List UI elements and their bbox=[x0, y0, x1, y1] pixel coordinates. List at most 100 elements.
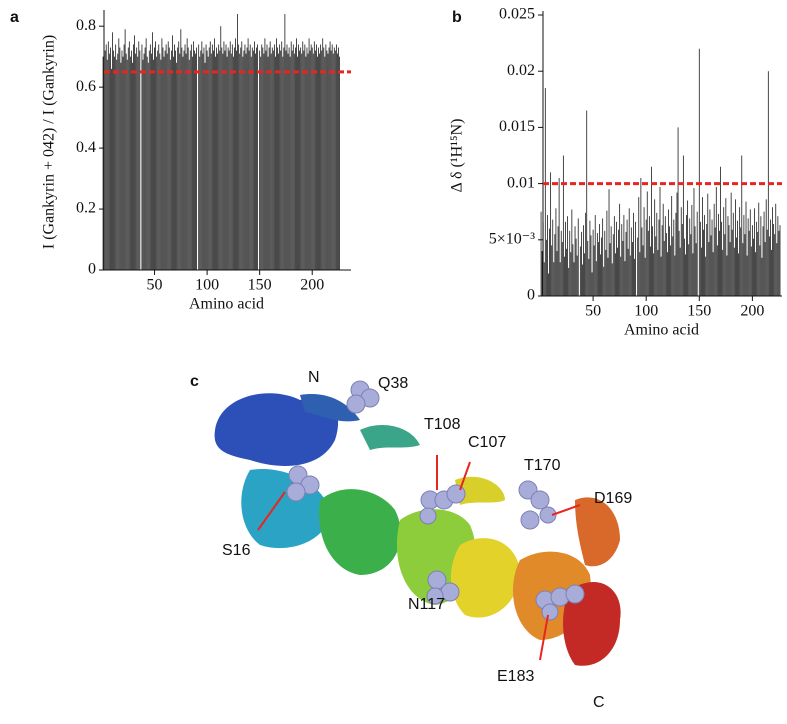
bar bbox=[644, 257, 646, 296]
bar bbox=[707, 193, 709, 296]
bar bbox=[282, 56, 284, 270]
bar bbox=[155, 41, 156, 270]
bar bbox=[648, 216, 650, 296]
bar bbox=[672, 236, 674, 296]
bar bbox=[195, 53, 196, 270]
bar bbox=[303, 50, 305, 271]
bar bbox=[705, 256, 707, 296]
bar bbox=[211, 44, 213, 270]
bar bbox=[600, 254, 601, 296]
bar bbox=[199, 56, 201, 270]
bar bbox=[609, 243, 611, 296]
bar bbox=[132, 62, 133, 271]
bar bbox=[736, 237, 737, 296]
bar bbox=[193, 41, 194, 270]
bar bbox=[766, 229, 768, 296]
bar bbox=[278, 53, 279, 270]
bar bbox=[617, 247, 618, 296]
bar bbox=[690, 234, 692, 296]
bar bbox=[618, 229, 619, 296]
bar bbox=[221, 47, 223, 271]
bar bbox=[574, 226, 576, 296]
bar bbox=[163, 56, 165, 270]
bar bbox=[711, 219, 713, 296]
bar bbox=[105, 44, 107, 270]
bar bbox=[674, 255, 676, 296]
panel-label: c bbox=[190, 373, 199, 390]
bar bbox=[761, 257, 763, 296]
bar bbox=[311, 47, 313, 271]
bar bbox=[654, 199, 656, 296]
bar bbox=[143, 53, 145, 270]
bar bbox=[324, 56, 326, 270]
bar bbox=[615, 253, 616, 296]
bar bbox=[276, 38, 277, 270]
bar bbox=[680, 207, 682, 296]
bar bbox=[759, 245, 761, 296]
bar bbox=[595, 261, 597, 296]
bar bbox=[569, 230, 571, 296]
bar bbox=[671, 195, 673, 296]
bar bbox=[297, 56, 298, 270]
bar bbox=[125, 53, 127, 270]
bar bbox=[129, 56, 131, 270]
bar bbox=[679, 247, 681, 296]
bar bbox=[267, 56, 269, 270]
bar bbox=[120, 62, 122, 271]
bar bbox=[686, 215, 687, 296]
bar bbox=[305, 56, 307, 270]
bar bbox=[685, 254, 686, 296]
bar bbox=[777, 216, 779, 296]
bar bbox=[254, 41, 255, 270]
residue-spheres bbox=[286, 380, 585, 621]
bar bbox=[204, 62, 206, 271]
bar bbox=[713, 203, 715, 296]
bar bbox=[602, 218, 604, 296]
bar bbox=[657, 249, 659, 296]
bar bbox=[188, 59, 190, 270]
bar bbox=[665, 233, 667, 296]
bar bbox=[187, 47, 189, 271]
bar bbox=[262, 47, 264, 271]
bar bbox=[133, 44, 134, 270]
bar bbox=[748, 230, 750, 296]
bar bbox=[210, 53, 212, 270]
bar bbox=[693, 188, 695, 296]
bar bbox=[613, 216, 615, 296]
bar bbox=[167, 41, 169, 270]
bar bbox=[541, 251, 543, 296]
bar bbox=[255, 53, 256, 270]
bar bbox=[330, 50, 332, 271]
bar bbox=[738, 253, 739, 296]
bar bbox=[181, 47, 183, 271]
bar bbox=[741, 155, 743, 296]
x-axis-label: Amino acid bbox=[624, 322, 699, 339]
bar bbox=[118, 38, 120, 270]
bar bbox=[332, 53, 334, 270]
residue-label: E183 bbox=[497, 668, 534, 685]
bar bbox=[230, 53, 232, 270]
residue-label: N bbox=[308, 369, 320, 386]
bar bbox=[237, 14, 238, 270]
bar bbox=[575, 238, 577, 296]
bar bbox=[653, 253, 655, 296]
y-axis-label: I (Gankyrin + 042) / I (Gankyrin) bbox=[41, 35, 58, 249]
bar bbox=[236, 50, 237, 271]
bar bbox=[720, 166, 721, 296]
y-tick-label: 0 bbox=[88, 261, 96, 278]
bar bbox=[280, 50, 282, 271]
bar bbox=[202, 53, 204, 270]
bar bbox=[242, 56, 244, 270]
bar bbox=[735, 199, 736, 296]
bar bbox=[557, 226, 559, 296]
y-tick-label: 0.01 bbox=[507, 174, 535, 191]
x-tick-label: 100 bbox=[634, 303, 658, 320]
bar bbox=[732, 212, 734, 296]
x-tick-label: 200 bbox=[300, 277, 324, 294]
bar bbox=[135, 53, 137, 270]
bar bbox=[322, 38, 324, 270]
bar bbox=[281, 41, 283, 270]
bar bbox=[234, 47, 235, 271]
bar bbox=[277, 47, 278, 271]
